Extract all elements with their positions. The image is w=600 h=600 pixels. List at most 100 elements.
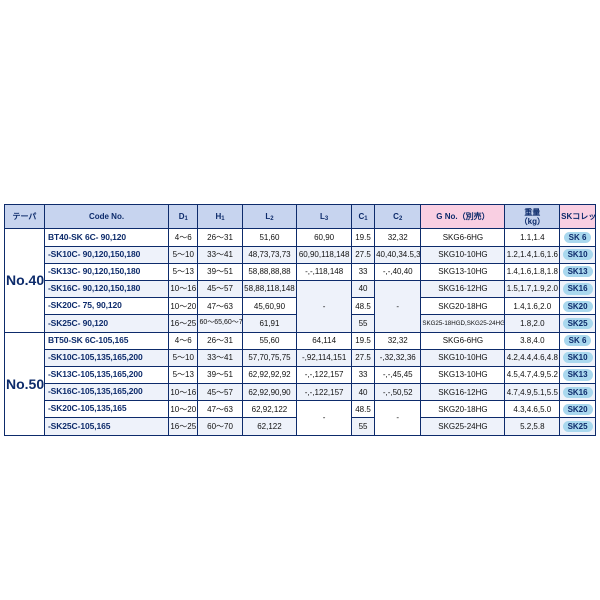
taper-40: No.40 [5, 229, 45, 332]
cell-g: SKG10-10HG [421, 246, 505, 263]
cell-h1: 47～63 [198, 401, 242, 418]
cell-code: -SK20C-105,135,165 [44, 401, 168, 418]
cell-l3: -,-,122,157 [297, 366, 352, 383]
cell-sk: SK25 [560, 315, 596, 332]
spec-table-wrapper: テーパ Code No. D1 H1 L2 L3 C1 C2 G No.（別売）… [4, 204, 596, 436]
cell-l2: 51,60 [242, 229, 297, 246]
cell-c1: 55 [351, 418, 374, 435]
cell-c1: 40 [351, 280, 374, 297]
cell-sk: SK20 [560, 298, 596, 315]
cell-l2: 62,92,92,92 [242, 366, 297, 383]
cell-d1: 4～6 [169, 229, 198, 246]
cell-wt: 4.2,4.4,4.6,4.8 [505, 349, 560, 366]
cell-l2: 57,70,75,75 [242, 349, 297, 366]
cell-g: SKG25-18HGD,SKG25-24HG [421, 315, 505, 332]
cell-h1: 33～41 [198, 246, 242, 263]
cell-sk: SK20 [560, 401, 596, 418]
cell-c2: -,-,50,52 [375, 384, 421, 401]
cell-code: -SK10C-105,135,165,200 [44, 349, 168, 366]
cell-wt: 5.2,5.8 [505, 418, 560, 435]
col-g: G No.（別売） [421, 205, 505, 229]
cell-l3: -,-,118,148 [297, 263, 352, 280]
cell-c2: - [375, 280, 421, 332]
cell-l3: -,-,122,157 [297, 384, 352, 401]
cell-wt: 1.5,1.7,1.9,2.0 [505, 280, 560, 297]
cell-l3: 60,90,118,148 [297, 246, 352, 263]
cell-c1: 27.5 [351, 349, 374, 366]
cell-code: BT40-SK 6C- 90,120 [44, 229, 168, 246]
cell-d1: 10～20 [169, 401, 198, 418]
sk-chip: SK 6 [564, 335, 592, 346]
sk-chip: SK16 [563, 387, 593, 398]
cell-g: SKG25-24HG [421, 418, 505, 435]
cell-c2: 32,32 [375, 229, 421, 246]
cell-d1: 10～20 [169, 298, 198, 315]
cell-l2: 48,73,73,73 [242, 246, 297, 263]
cell-code: BT50-SK 6C-105,165 [44, 332, 168, 349]
cell-c2: - [375, 401, 421, 435]
cell-d1: 10～16 [169, 280, 198, 297]
cell-wt: 1.4,1.6,1.8,1.8 [505, 263, 560, 280]
cell-c1: 19.5 [351, 332, 374, 349]
cell-l2: 62,92,90,90 [242, 384, 297, 401]
cell-l2: 62,92,122 [242, 401, 297, 418]
cell-wt: 1.1,1.4 [505, 229, 560, 246]
cell-d1: 5～10 [169, 349, 198, 366]
cell-sk: SK25 [560, 418, 596, 435]
cell-wt: 4.3,4.6,5.0 [505, 401, 560, 418]
cell-d1: 16～25 [169, 315, 198, 332]
cell-l2: 61,91 [242, 315, 297, 332]
taper-50: No.50 [5, 332, 45, 435]
col-code: Code No. [44, 205, 168, 229]
cell-wt: 1.8,2.0 [505, 315, 560, 332]
cell-h1: 60～65,60～70 [198, 315, 242, 332]
cell-c1: 27.5 [351, 246, 374, 263]
cell-code: -SK25C- 90,120 [44, 315, 168, 332]
col-c2: C2 [375, 205, 421, 229]
col-l2: L2 [242, 205, 297, 229]
cell-sk: SK13 [560, 366, 596, 383]
cell-h1: 33～41 [198, 349, 242, 366]
cell-h1: 26～31 [198, 332, 242, 349]
sk-chip: SK 6 [564, 232, 592, 243]
cell-c1: 33 [351, 263, 374, 280]
cell-l2: 58,88,88,88 [242, 263, 297, 280]
cell-l3: - [297, 401, 352, 435]
cell-code: -SK16C- 90,120,150,180 [44, 280, 168, 297]
table-row: -SK13C- 90,120,150,180 5～13 39～51 58,88,… [5, 263, 596, 280]
sk-chip: SK20 [563, 404, 593, 415]
cell-wt: 4.7,4.9,5.1,5.5 [505, 384, 560, 401]
cell-sk: SK 6 [560, 229, 596, 246]
col-c1: C1 [351, 205, 374, 229]
cell-h1: 47～63 [198, 298, 242, 315]
cell-l2: 62,122 [242, 418, 297, 435]
cell-wt: 1.2,1.4,1.6,1.6 [505, 246, 560, 263]
cell-d1: 4～6 [169, 332, 198, 349]
cell-g: SKG13-10HG [421, 263, 505, 280]
table-row: -SK16C- 90,120,150,180 10～16 45～57 58,88… [5, 280, 596, 297]
cell-c2: 40,40,34.5,39 [375, 246, 421, 263]
col-taper: テーパ [5, 205, 45, 229]
cell-l3: 60,90 [297, 229, 352, 246]
header-row: テーパ Code No. D1 H1 L2 L3 C1 C2 G No.（別売）… [5, 205, 596, 229]
table-row: -SK16C-105,135,165,200 10～16 45～57 62,92… [5, 384, 596, 401]
cell-code: -SK13C-105,135,165,200 [44, 366, 168, 383]
col-weight: 重量（kg） [505, 205, 560, 229]
cell-sk: SK16 [560, 384, 596, 401]
cell-c1: 19.5 [351, 229, 374, 246]
cell-h1: 39～51 [198, 366, 242, 383]
cell-wt: 3.8,4.0 [505, 332, 560, 349]
col-sk: SKコレット [560, 205, 596, 229]
sk-chip: SK25 [563, 421, 593, 432]
cell-code: -SK16C-105,135,165,200 [44, 384, 168, 401]
cell-h1: 45～57 [198, 384, 242, 401]
cell-g: SKG6-6HG [421, 229, 505, 246]
cell-g: SKG16-12HG [421, 384, 505, 401]
col-l3: L3 [297, 205, 352, 229]
table-row: -SK13C-105,135,165,200 5～13 39～51 62,92,… [5, 366, 596, 383]
cell-c1: 33 [351, 366, 374, 383]
cell-l2: 58,88,118,148 [242, 280, 297, 297]
col-d1: D1 [169, 205, 198, 229]
cell-d1: 10～16 [169, 384, 198, 401]
cell-code: -SK10C- 90,120,150,180 [44, 246, 168, 263]
